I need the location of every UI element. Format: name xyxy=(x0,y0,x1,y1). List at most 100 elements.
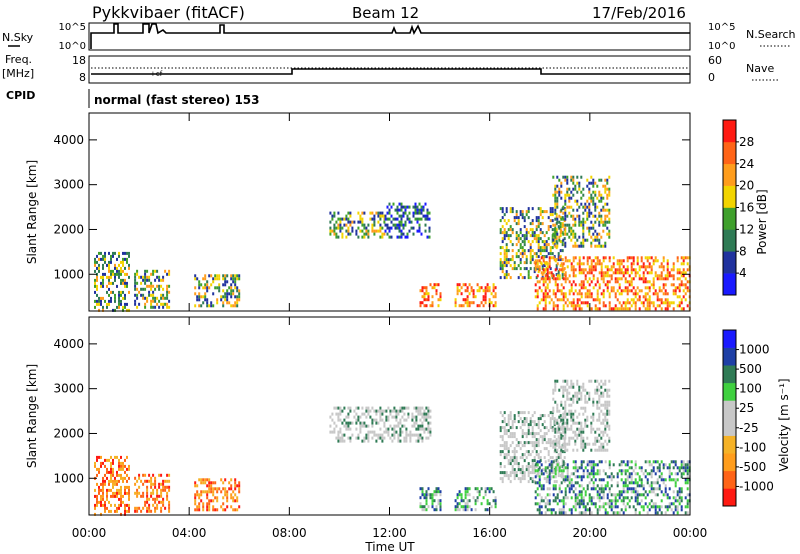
heatmap-cell xyxy=(533,270,536,274)
heatmap-cell xyxy=(96,287,98,291)
heatmap-cell xyxy=(678,268,681,272)
heatmap-cell xyxy=(684,463,687,467)
heatmap-cell xyxy=(355,421,358,425)
heatmap-cell xyxy=(604,382,607,386)
heatmap-cell xyxy=(480,502,483,506)
heatmap-cell xyxy=(537,243,540,247)
heatmap-cell xyxy=(650,463,653,467)
heatmap-cell xyxy=(568,397,571,401)
heatmap-cell xyxy=(566,421,569,425)
heatmap-cell xyxy=(582,211,585,215)
heatmap-cell xyxy=(604,388,607,392)
heatmap-cell xyxy=(578,307,581,311)
heatmap-cell xyxy=(142,482,145,486)
heatmap-cell xyxy=(576,244,579,248)
nsky-tick-top: 10^5 xyxy=(59,22,86,33)
heatmap-cell xyxy=(361,217,364,221)
heatmap-cell xyxy=(556,493,559,497)
heatmap-cell xyxy=(100,257,102,261)
heatmap-cell xyxy=(110,494,112,498)
heatmap-cell xyxy=(398,229,401,233)
heatmap-cell xyxy=(549,438,552,442)
heatmap-cell xyxy=(596,463,599,467)
heatmap-cell xyxy=(542,295,545,299)
heatmap-cell xyxy=(96,266,98,270)
heatmap-cell xyxy=(676,256,679,260)
heatmap-cell xyxy=(128,497,130,501)
heatmap-cell xyxy=(552,460,555,464)
heatmap-cell xyxy=(335,235,338,239)
heatmap-cell xyxy=(529,477,532,481)
heatmap-cell xyxy=(224,493,227,497)
heatmap-cell xyxy=(652,304,655,308)
heatmap-cell xyxy=(108,299,110,303)
colorbar-tick-label: 4 xyxy=(739,266,747,280)
heatmap-cell xyxy=(398,220,401,224)
heatmap-cell xyxy=(654,487,657,491)
heatmap-cell xyxy=(486,499,489,503)
date-label: 17/Feb/2016 xyxy=(592,4,686,22)
heatmap-cell xyxy=(568,412,571,416)
heatmap-cell xyxy=(371,217,374,221)
heatmap-cell xyxy=(144,302,147,306)
heatmap-cell xyxy=(646,505,649,509)
heatmap-cell xyxy=(562,217,565,221)
heatmap-cell xyxy=(202,295,205,299)
heatmap-cell xyxy=(507,420,510,424)
heatmap-cell xyxy=(499,471,502,475)
heatmap-cell xyxy=(466,499,469,503)
heatmap-cell xyxy=(582,460,585,464)
heatmap-cell xyxy=(594,304,597,308)
heatmap-cell xyxy=(596,295,599,299)
heatmap-cell xyxy=(563,207,566,211)
heatmap-cell xyxy=(682,289,685,293)
heatmap-cell xyxy=(114,266,116,270)
heatmap-cell xyxy=(386,223,389,227)
heatmap-cell xyxy=(134,509,137,513)
heatmap-cell xyxy=(642,304,645,308)
heatmap-cell xyxy=(94,269,96,273)
heatmap-cell xyxy=(539,231,542,235)
heatmap-cell xyxy=(501,477,504,481)
heatmap-cell xyxy=(624,289,627,293)
heatmap-cell xyxy=(160,488,163,492)
heatmap-cell xyxy=(638,493,641,497)
heatmap-cell xyxy=(566,382,569,386)
heatmap-cell xyxy=(586,217,589,221)
heatmap-cell xyxy=(556,220,559,224)
heatmap-cell xyxy=(339,226,342,230)
heatmap-cell xyxy=(540,289,543,293)
heatmap-cell xyxy=(210,304,213,308)
heatmap-cell xyxy=(146,296,149,300)
heatmap-cell xyxy=(511,255,514,259)
heatmap-cell xyxy=(417,424,420,428)
heatmap-cell xyxy=(114,275,116,279)
heatmap-cell xyxy=(401,406,404,410)
heatmap-cell xyxy=(228,292,231,296)
heatmap-cell xyxy=(150,485,153,489)
heatmap-cell xyxy=(521,468,524,472)
heatmap-cell xyxy=(513,456,516,460)
heatmap-cell xyxy=(608,460,611,464)
heatmap-cell xyxy=(545,447,548,451)
heatmap-cell xyxy=(118,497,120,501)
heatmap-cell xyxy=(626,259,629,263)
heatmap-cell xyxy=(425,496,428,500)
heatmap-cell xyxy=(468,283,471,287)
heatmap-cell xyxy=(400,229,403,233)
heatmap-cell xyxy=(554,223,557,227)
heatmap-cell xyxy=(628,481,631,485)
heatmap-cell xyxy=(559,222,562,226)
heatmap-cell xyxy=(200,499,203,503)
heatmap-cell xyxy=(166,287,169,291)
heatmap-cell xyxy=(604,187,607,191)
heatmap-cell xyxy=(529,222,532,226)
heatmap-cell xyxy=(423,415,426,419)
heatmap-cell xyxy=(168,509,171,513)
heatmap-cell xyxy=(196,493,199,497)
heatmap-cell xyxy=(538,265,541,269)
heatmap-cell xyxy=(511,435,514,439)
heatmap-cell xyxy=(636,271,639,275)
heatmap-cell xyxy=(114,509,116,513)
heatmap-cell xyxy=(545,240,548,244)
